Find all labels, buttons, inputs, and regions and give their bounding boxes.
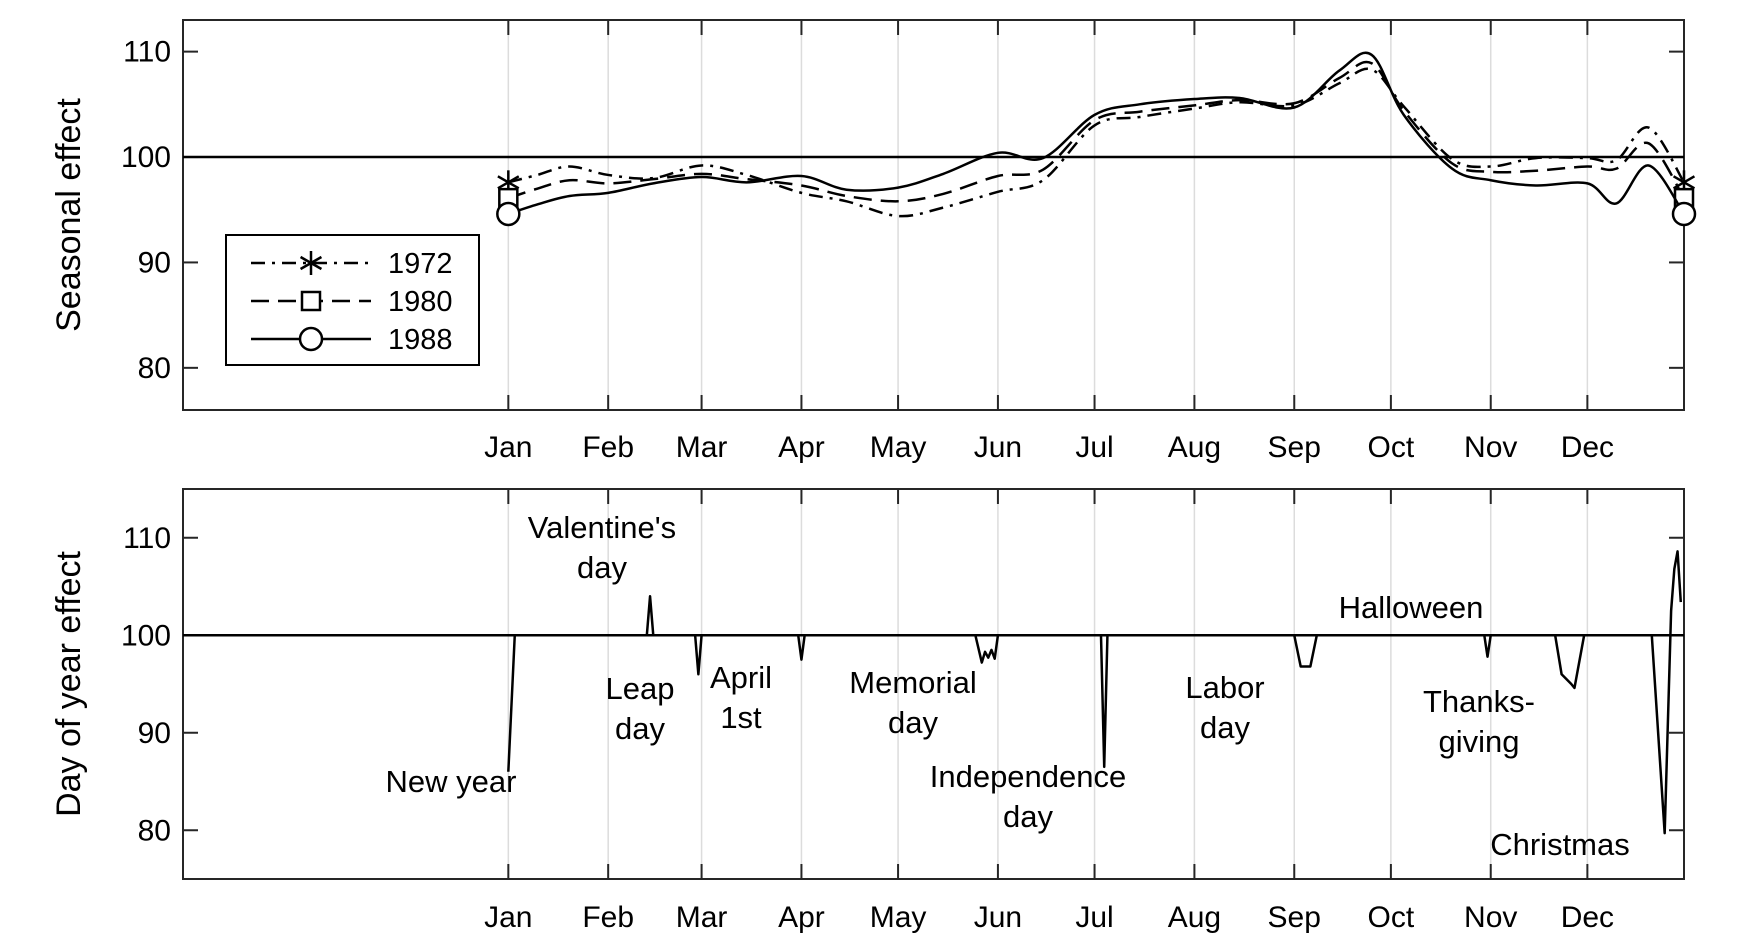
x-tick-label-jun: Jun xyxy=(974,901,1022,934)
annotation-line: day xyxy=(1200,710,1250,745)
x-tick-label-may: May xyxy=(870,901,927,934)
day-of-year-effect-panel: 80 90 100 110 Jan Feb Mar Apr May Jun Jul Aug Sep Oct… xyxy=(50,488,1685,934)
annotation-9: Christmas xyxy=(1490,827,1630,862)
y-tick-label: 80 xyxy=(138,814,171,847)
x-tick-label-dec: Dec xyxy=(1561,431,1614,464)
x-tick-label-jul: Jul xyxy=(1075,901,1113,934)
legend-marker-1988 xyxy=(298,326,324,352)
annotation-line: Halloween xyxy=(1339,590,1484,625)
annotation-line: 1st xyxy=(720,700,762,735)
series-line xyxy=(507,550,1683,835)
x-tick-label-oct: Oct xyxy=(1368,901,1415,934)
y-axis-label: Seasonal effect xyxy=(50,98,88,332)
y-tick-label: 80 xyxy=(138,352,171,385)
annotation-line: day xyxy=(1003,799,1053,834)
annotation-7: Halloween xyxy=(1339,590,1484,625)
x-tick-label-jun: Jun xyxy=(974,431,1022,464)
asterisk-stroke xyxy=(299,255,323,271)
x-tick-label-dec: Dec xyxy=(1561,901,1614,934)
y-axis-label: Day of year effect xyxy=(50,551,88,817)
axes-box xyxy=(182,488,1685,880)
x-tick-label-jan: Jan xyxy=(484,901,532,934)
x-tick-label-apr: Apr xyxy=(778,901,825,934)
x-tick-label-mar: Mar xyxy=(676,431,728,464)
annotation-4: Memorial day xyxy=(849,665,976,740)
annotation-line: Christmas xyxy=(1490,827,1630,862)
marker-1988 xyxy=(496,201,521,227)
annotation-0: New year xyxy=(386,764,517,799)
annotation-3: April 1st xyxy=(710,660,772,735)
annotation-5: Independence day xyxy=(930,759,1127,834)
y-tick-label: 110 xyxy=(123,522,171,555)
x-tick-label-sep: Sep xyxy=(1268,901,1321,934)
x-tick-label-feb: Feb xyxy=(582,431,634,464)
x-tick-label-nov: Nov xyxy=(1464,901,1517,934)
annotation-line: day xyxy=(615,711,665,746)
series-line-1972 xyxy=(508,67,1686,218)
annotation-6: Labor day xyxy=(1185,670,1264,745)
annotation-2: Leap day xyxy=(606,671,675,746)
annotation-line: day xyxy=(577,550,627,585)
y-tick-label: 100 xyxy=(121,141,171,174)
x-tick-label-nov: Nov xyxy=(1464,431,1517,464)
annotation-line: Leap xyxy=(606,671,675,706)
y-tick-label: 90 xyxy=(138,717,171,750)
annotation-line: day xyxy=(888,705,938,740)
x-tick-label-aug: Aug xyxy=(1168,431,1221,464)
series-line-1988 xyxy=(507,51,1686,216)
annotation-line: Thanks- xyxy=(1423,684,1535,719)
legend-marker-1980 xyxy=(300,290,322,312)
annotation-1: Valentine's day xyxy=(528,510,676,585)
marker-1988 xyxy=(1671,201,1697,227)
x-tick-label-oct: Oct xyxy=(1368,431,1415,464)
legend-marker-1972 xyxy=(299,251,323,275)
x-tick-label-jan: Jan xyxy=(484,431,532,464)
y-tick-label: 100 xyxy=(121,619,171,652)
annotation-line: Memorial xyxy=(849,665,976,700)
annotation-line: giving xyxy=(1439,724,1520,759)
asterisk-stroke xyxy=(497,175,520,190)
series-line-1980 xyxy=(507,60,1686,203)
annotation-line: New year xyxy=(386,764,517,799)
legend-label-1988: 1988 xyxy=(388,324,453,356)
x-tick-label-jul: Jul xyxy=(1075,431,1113,464)
seasonal-effect-panel: 80 90 100 110 Jan Feb Mar Apr May Jun Jul Aug Sep Oct… xyxy=(50,19,1697,464)
y-tick-label: 90 xyxy=(138,246,171,279)
x-tick-label-may: May xyxy=(870,431,927,464)
x-tick-label-apr: Apr xyxy=(778,431,825,464)
annotation-line: April xyxy=(710,660,772,695)
annotation-line: Valentine's xyxy=(528,510,676,545)
legend-label-1980: 1980 xyxy=(388,286,453,318)
x-tick-label-aug: Aug xyxy=(1168,901,1221,934)
x-tick-label-sep: Sep xyxy=(1268,431,1321,464)
x-tick-label-feb: Feb xyxy=(582,901,634,934)
y-tick-label: 110 xyxy=(123,36,171,69)
legend-label-1972: 1972 xyxy=(388,248,453,280)
legend: 1972 1980 1988 xyxy=(225,234,480,366)
annotation-line: Labor xyxy=(1185,670,1264,705)
annotation-line: Independence xyxy=(930,759,1127,794)
annotation-8: Thanks-giving xyxy=(1423,684,1535,759)
x-tick-label-mar: Mar xyxy=(676,901,728,934)
